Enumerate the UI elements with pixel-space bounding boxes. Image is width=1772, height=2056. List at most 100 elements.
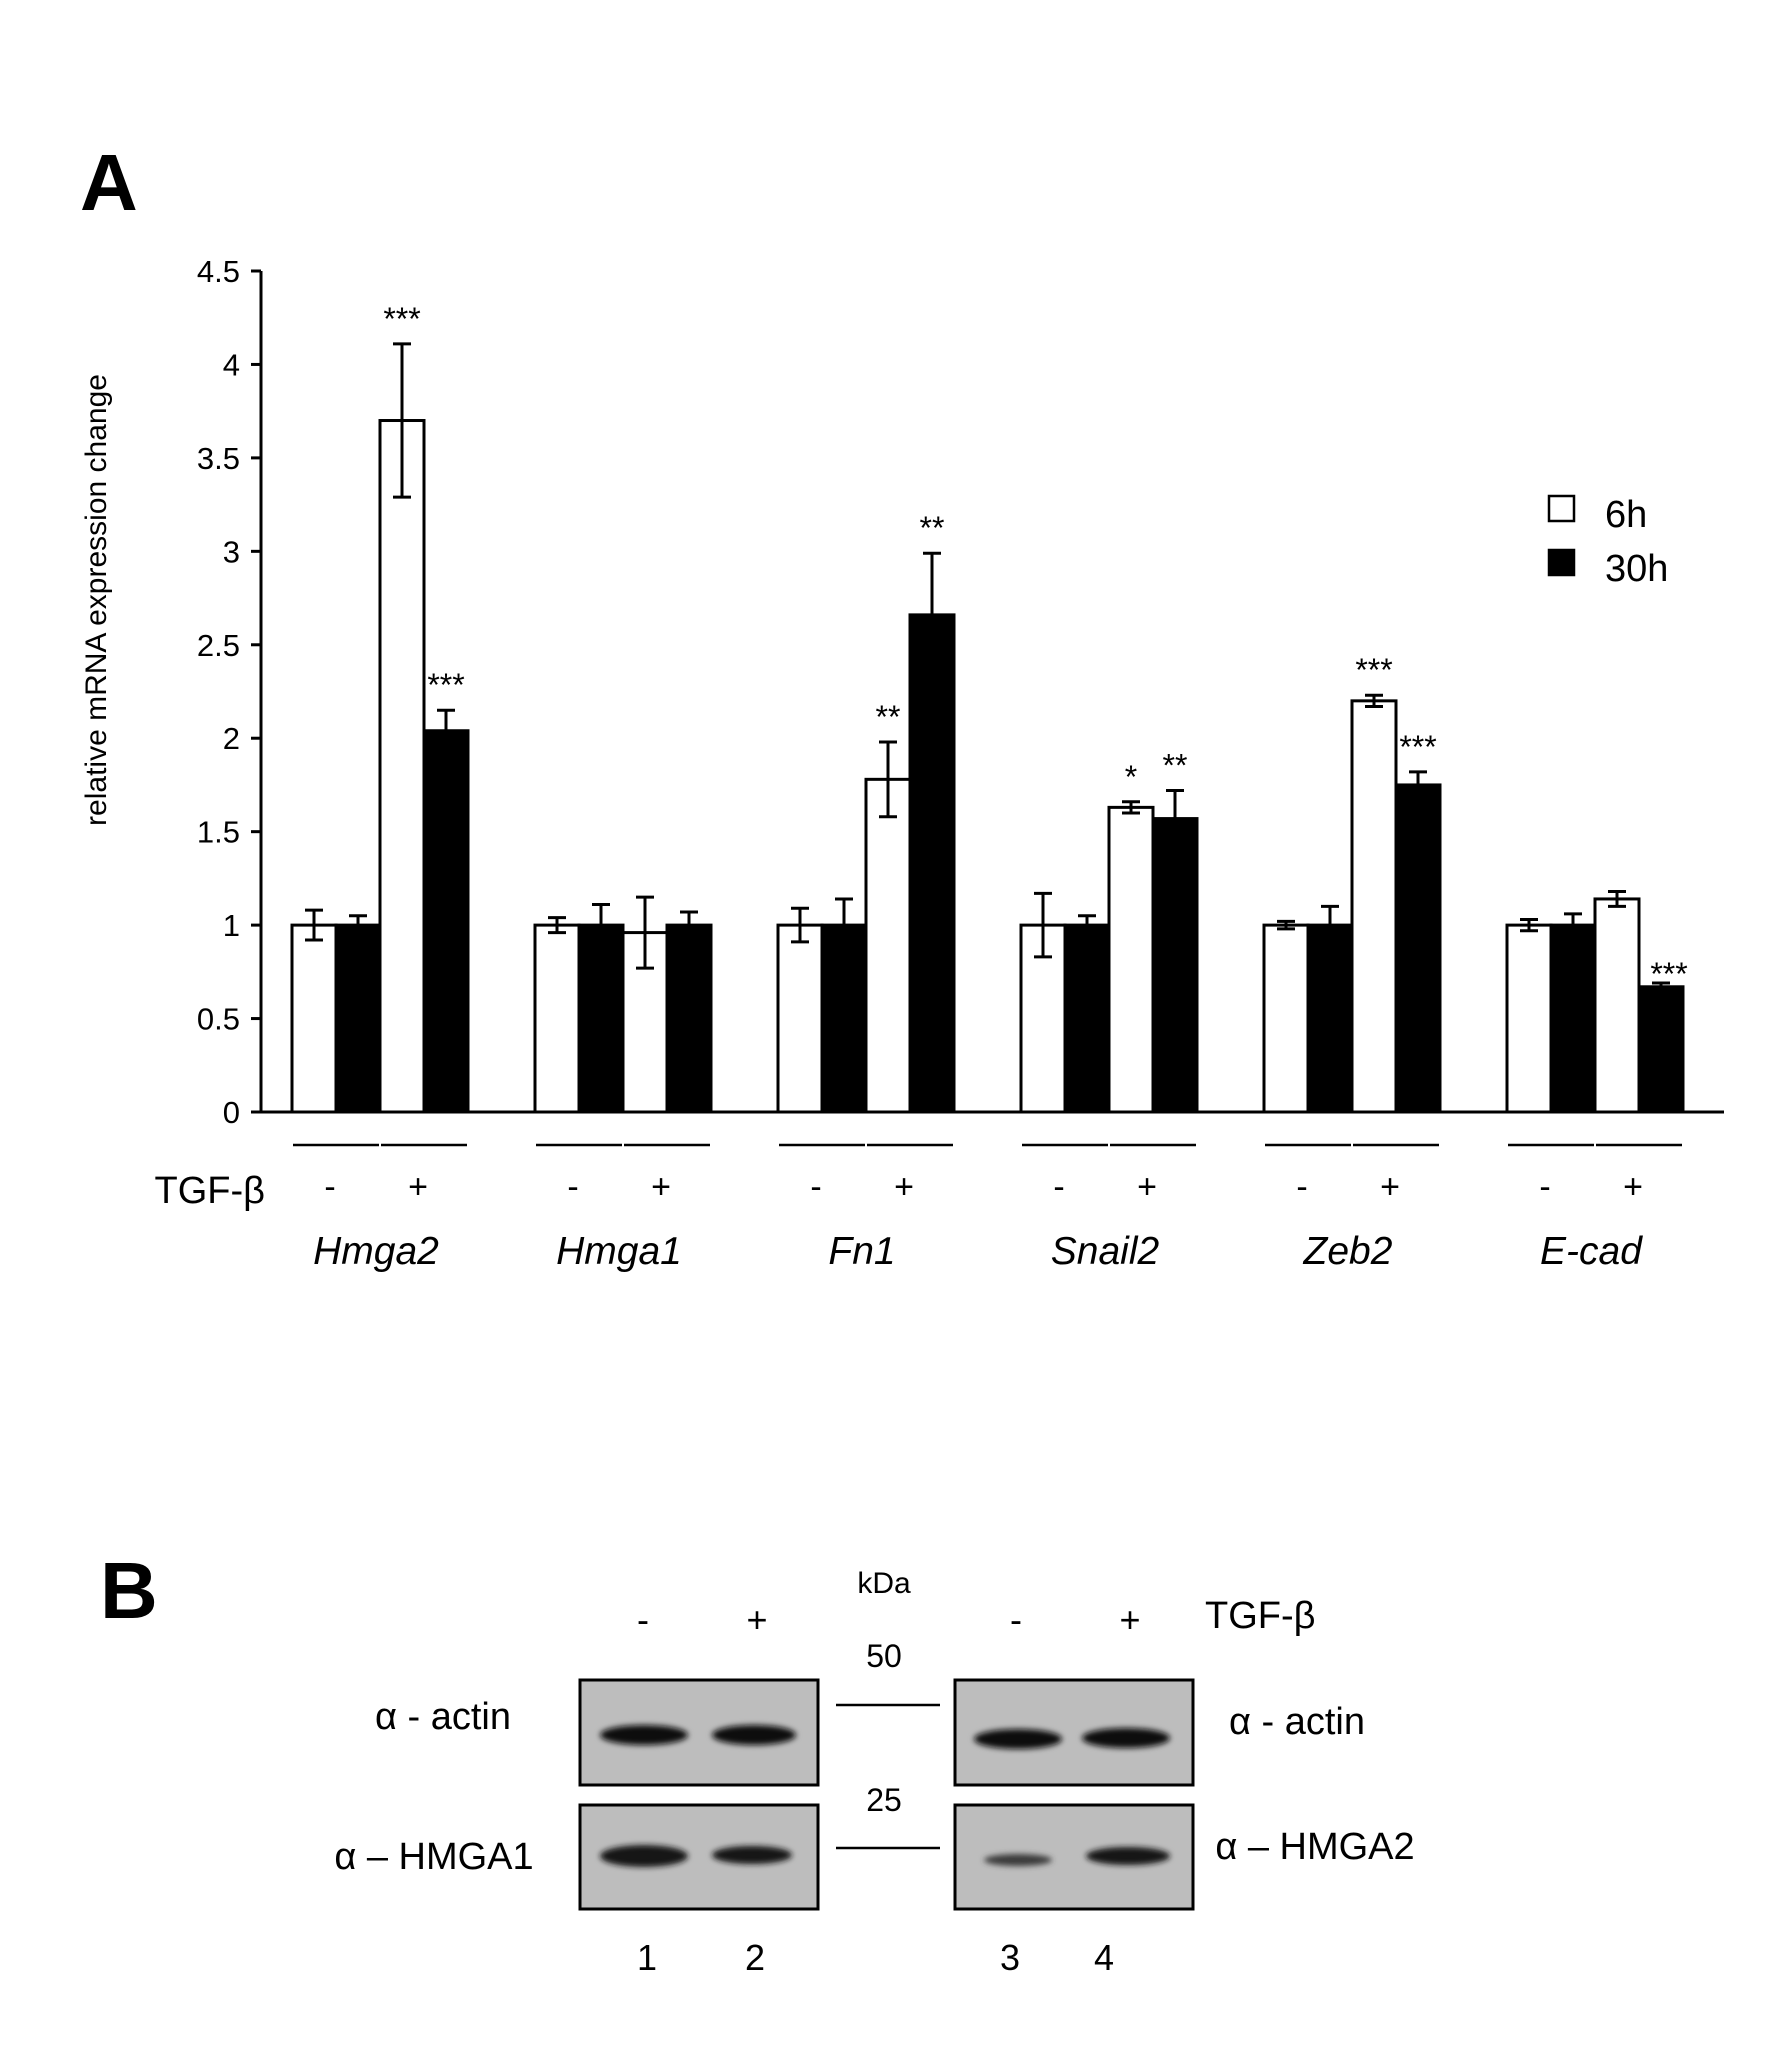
tgf-plus-sign: + bbox=[408, 1168, 428, 1206]
error-bar bbox=[437, 708, 455, 753]
band-hmga1-lane-2 bbox=[712, 1846, 792, 1864]
bars-layer bbox=[290, 419, 1685, 1114]
band-actin-lane-4 bbox=[1082, 1728, 1170, 1748]
right-hmga2-label: α – HMGA2 bbox=[1215, 1826, 1414, 1868]
y-tick-label: 0 bbox=[223, 1095, 240, 1130]
gene-label-snail2: Snail2 bbox=[1051, 1230, 1160, 1273]
error-bar bbox=[1277, 919, 1295, 931]
bar-zeb2-30h-tgfplus bbox=[1394, 783, 1442, 1114]
tgf-plus-sign: + bbox=[894, 1168, 914, 1206]
lane-number-2: 2 bbox=[745, 1937, 765, 1978]
bar-zeb2-30h-tgfminus bbox=[1306, 923, 1354, 1114]
bar-zeb2-6h-tgfplus bbox=[1350, 699, 1398, 1114]
error-bar bbox=[393, 342, 411, 499]
tgf-plus-sign: + bbox=[1623, 1168, 1643, 1206]
lane-sign-3: - bbox=[1010, 1599, 1022, 1640]
lane-number-4: 4 bbox=[1094, 1937, 1114, 1978]
y-tick-label: 3.5 bbox=[197, 441, 240, 476]
bar-chart: 0 0.5 1 1.5 2 2.5 3 3.5 4 4.5 relative mRNA expre… bbox=[80, 254, 1724, 1273]
error-bar bbox=[1034, 891, 1052, 959]
gene-label-e-cad: E-cad bbox=[1540, 1230, 1643, 1273]
treatment-label: TGF-β bbox=[155, 1170, 266, 1212]
blot-treatment-label: TGF-β bbox=[1205, 1595, 1316, 1637]
bar-hmga2-6h-tgfplus bbox=[378, 419, 426, 1114]
lane-number-3: 3 bbox=[1000, 1937, 1020, 1978]
bar-fn1-6h-tgfminus bbox=[776, 923, 824, 1114]
error-bar bbox=[1520, 918, 1538, 933]
error-bar bbox=[1365, 693, 1383, 708]
error-bar bbox=[1122, 800, 1140, 815]
error-bar bbox=[1078, 914, 1096, 936]
kda-label: kDa bbox=[857, 1567, 911, 1600]
bar-snail2-30h-tgfminus bbox=[1063, 923, 1111, 1114]
tgf-plus-sign: + bbox=[1137, 1168, 1157, 1206]
tgf-minus-sign: - bbox=[1053, 1168, 1064, 1206]
y-tick-label: 2.5 bbox=[197, 628, 240, 663]
bar-hmga1-30h-tgfminus bbox=[577, 923, 625, 1114]
band-hmga1-lane-1 bbox=[600, 1845, 688, 1867]
legend-swatch-6h bbox=[1547, 494, 1576, 523]
tgf-minus-sign: - bbox=[567, 1168, 578, 1206]
significance-marker: *** bbox=[1399, 729, 1436, 765]
error-bar bbox=[592, 903, 610, 948]
error-bar bbox=[305, 908, 323, 942]
error-bar bbox=[349, 914, 367, 936]
error-bar bbox=[680, 910, 698, 940]
bar-fn1-30h-tgfplus bbox=[908, 613, 956, 1114]
band-actin-lane-3 bbox=[974, 1729, 1062, 1749]
error-bar bbox=[923, 551, 941, 679]
bar-e-cad-30h-tgfplus bbox=[1637, 985, 1685, 1114]
significance-marker: *** bbox=[383, 301, 420, 337]
y-tick-label: 1 bbox=[223, 908, 240, 943]
marker-50-label: 50 bbox=[866, 1638, 902, 1674]
panel-a-label: A bbox=[80, 138, 138, 227]
significance-marker: *** bbox=[427, 667, 464, 703]
y-tick-label: 4 bbox=[223, 347, 240, 382]
lane-sign-2: + bbox=[746, 1599, 767, 1640]
error-bar bbox=[1409, 770, 1427, 800]
right-actin-label: α - actin bbox=[1229, 1701, 1365, 1743]
error-bar bbox=[835, 897, 853, 953]
error-bar bbox=[636, 895, 654, 970]
tgf-minus-sign: - bbox=[810, 1168, 821, 1206]
significance-marker: * bbox=[1125, 759, 1137, 795]
legend-label-30h: 30h bbox=[1605, 548, 1668, 590]
y-axis: 0 0.5 1 1.5 2 2.5 3 3.5 4 4.5 bbox=[197, 254, 263, 1130]
gene-label-fn1: Fn1 bbox=[828, 1230, 895, 1273]
marker-25-label: 25 bbox=[866, 1782, 902, 1818]
tgf-minus-sign: - bbox=[324, 1168, 335, 1206]
legend-label-6h: 6h bbox=[1605, 494, 1647, 536]
y-tick-label: 0.5 bbox=[197, 1002, 240, 1037]
tgf-plus-sign: + bbox=[651, 1168, 671, 1206]
bar-snail2-30h-tgfplus bbox=[1151, 817, 1199, 1114]
panel-b-label: B bbox=[100, 1546, 158, 1635]
significance-marker: ** bbox=[920, 510, 945, 546]
lane-sign-4: + bbox=[1119, 1599, 1140, 1640]
tgf-plus-sign: + bbox=[1380, 1168, 1400, 1206]
bar-e-cad-6h-tgfplus bbox=[1593, 897, 1641, 1114]
band-actin-lane-1 bbox=[600, 1725, 688, 1745]
bar-hmga1-30h-tgfplus bbox=[665, 923, 713, 1114]
gene-label-hmga1: Hmga1 bbox=[556, 1230, 682, 1273]
error-bars-layer bbox=[305, 342, 1670, 993]
bar-hmga1-6h-tgfminus bbox=[533, 923, 581, 1114]
lane-number-1: 1 bbox=[637, 1937, 657, 1978]
error-bar bbox=[879, 740, 897, 819]
band-hmga2-lane-3 bbox=[984, 1854, 1052, 1866]
bar-e-cad-30h-tgfminus bbox=[1549, 923, 1597, 1114]
error-bar bbox=[548, 916, 566, 935]
significance-marker: ** bbox=[876, 699, 901, 735]
gene-label-hmga2: Hmga2 bbox=[313, 1230, 439, 1273]
bar-hmga2-6h-tgfminus bbox=[290, 923, 338, 1114]
band-hmga2-lane-4 bbox=[1086, 1847, 1170, 1865]
significance-marker: ** bbox=[1163, 748, 1188, 784]
error-bar bbox=[1652, 981, 1670, 993]
significance-marker: *** bbox=[1650, 956, 1687, 992]
error-bar bbox=[1166, 789, 1184, 849]
y-axis-title: relative mRNA expression change bbox=[80, 374, 113, 826]
left-actin-label: α - actin bbox=[375, 1696, 511, 1738]
lane-sign-1: - bbox=[637, 1599, 649, 1640]
bar-zeb2-6h-tgfminus bbox=[1262, 923, 1310, 1114]
error-bar bbox=[791, 906, 809, 944]
